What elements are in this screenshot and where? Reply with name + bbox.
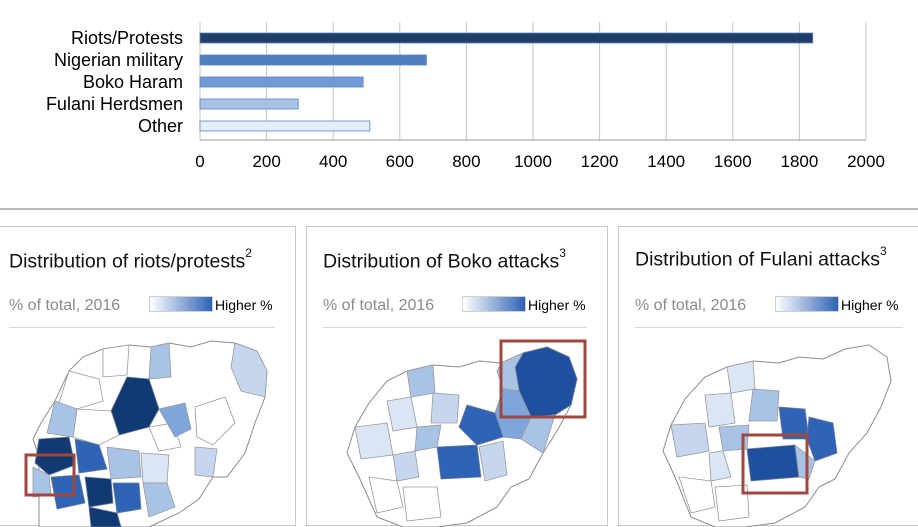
x-tick-label-3: 600 xyxy=(386,152,414,171)
nigeria-map-boko xyxy=(346,339,587,527)
x-tick-label-4: 800 xyxy=(452,152,480,171)
panel-riots: Distribution of riots/protests2 % of tot… xyxy=(0,226,296,527)
legend-label: Higher % xyxy=(841,297,899,313)
legend-color-ramp xyxy=(462,296,526,312)
category-label-0: Riots/Protests xyxy=(71,28,183,48)
x-tick-label-10: 2000 xyxy=(847,152,885,171)
x-tick-labels: 0 200 400 600 800 1000 1200 1400 1600 1800 2000 xyxy=(195,152,885,171)
panel-rule xyxy=(9,327,275,328)
panel-title: Distribution of Fulani attacks3 xyxy=(635,244,887,271)
x-tick-label-0: 0 xyxy=(195,152,204,171)
bars xyxy=(199,32,814,132)
nigeria-map-fulani xyxy=(662,344,892,527)
panel-boko: Distribution of Boko attacks3 % of total… xyxy=(306,226,608,527)
bar-3 xyxy=(199,98,299,110)
section-divider xyxy=(0,208,918,210)
panel-subtitle: % of total, 2016 xyxy=(635,297,747,314)
x-tick-label-9: 1800 xyxy=(780,152,818,171)
panel-subtitle: % of total, 2016 xyxy=(323,297,435,314)
legend-label: Higher % xyxy=(215,297,273,313)
x-tick-label-5: 1000 xyxy=(514,152,552,171)
legend-color-ramp xyxy=(149,296,213,312)
bar-0 xyxy=(199,32,814,44)
panel-rule xyxy=(635,327,903,328)
panel-rule xyxy=(323,327,587,328)
panel-fulani: Distribution of Fulani attacks3 % of tot… xyxy=(618,226,918,527)
legend-color-ramp xyxy=(775,296,839,312)
legend-label: Higher % xyxy=(528,297,586,313)
x-tick-label-6: 1200 xyxy=(581,152,619,171)
bar-2 xyxy=(199,76,364,88)
x-tick-label-7: 1400 xyxy=(647,152,685,171)
category-label-4: Other xyxy=(138,116,183,136)
bar-4 xyxy=(199,120,371,132)
bar-1 xyxy=(199,54,427,66)
panel-title: Distribution of Boko attacks3 xyxy=(323,246,566,273)
x-tick-label-2: 400 xyxy=(319,152,347,171)
nigeria-map-riots xyxy=(24,340,268,527)
x-tick-label-1: 200 xyxy=(252,152,280,171)
category-label-1: Nigerian military xyxy=(54,50,183,70)
x-tick-label-8: 1600 xyxy=(714,152,752,171)
panel-title: Distribution of riots/protests2 xyxy=(9,246,252,273)
category-label-2: Boko Haram xyxy=(83,72,183,92)
panel-subtitle: % of total, 2016 xyxy=(9,297,121,314)
category-label-3: Fulani Herdsmen xyxy=(46,94,183,114)
